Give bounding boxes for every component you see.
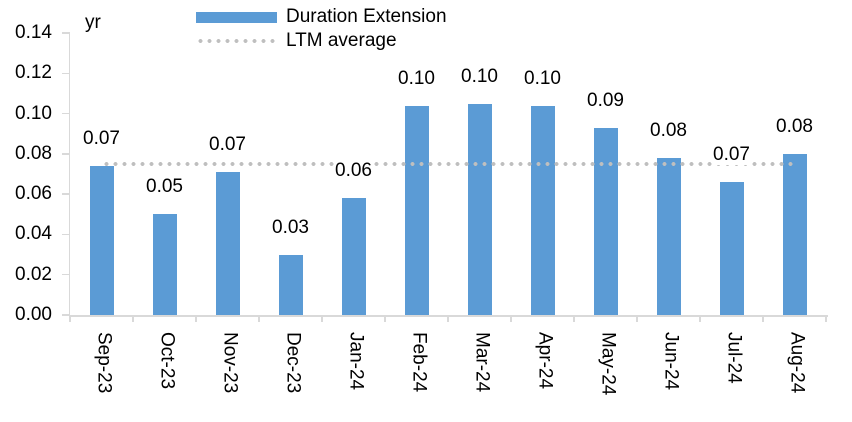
bar-value-label: 0.06 — [327, 160, 381, 182]
x-tick-label: Oct-23 — [156, 332, 178, 390]
ltm-average-line — [101, 161, 795, 166]
legend-item-ltm-average: LTM average — [196, 29, 447, 53]
bar-value-label: 0.07 — [201, 133, 255, 155]
y-tick — [62, 72, 70, 75]
y-axis-unit-label: yr — [85, 12, 101, 33]
bar-value-text: 0.08 — [649, 119, 688, 141]
x-tick-label: Sep-23 — [93, 332, 115, 394]
bar-value-label: 0.08 — [642, 119, 696, 141]
x-tick — [384, 317, 386, 322]
bar — [89, 165, 114, 315]
y-tick — [62, 233, 70, 236]
x-tick — [69, 317, 71, 322]
x-tick — [825, 317, 827, 322]
legend-bar-swatch-icon — [196, 11, 277, 23]
bar-value-text: 0.07 — [712, 144, 751, 166]
x-tick — [132, 317, 134, 322]
y-tick-label: 0.14 — [15, 22, 52, 43]
x-tick — [510, 317, 512, 322]
x-tick-label: Jan-24 — [345, 332, 367, 391]
bar-value-text: 0.07 — [82, 127, 121, 149]
y-tick-label: 0.00 — [15, 304, 52, 325]
bar — [278, 254, 303, 315]
bar-value-label: 0.03 — [264, 216, 318, 238]
x-tick — [762, 317, 764, 322]
x-tick-label: Feb-24 — [408, 332, 430, 393]
y-tick-label: 0.02 — [15, 263, 52, 285]
y-tick-label: 0.10 — [15, 102, 52, 124]
x-tick — [321, 317, 323, 322]
bar — [152, 214, 177, 315]
x-tick — [258, 317, 260, 322]
bar-value-text: 0.10 — [523, 67, 562, 89]
bar-value-label: 0.10 — [453, 65, 507, 87]
bar — [719, 182, 744, 315]
y-tick — [62, 153, 70, 155]
x-tick — [699, 317, 701, 322]
y-tick-label: 0.12 — [15, 62, 52, 84]
bar-value-label: 0.10 — [390, 67, 444, 89]
legend-item-duration-extension: Duration Extension — [196, 5, 447, 29]
x-axis-line — [68, 315, 828, 317]
x-tick — [447, 317, 449, 322]
bar-value-label: 0.10 — [516, 67, 570, 89]
bar-value-label: 0.07 — [75, 127, 129, 149]
bar — [656, 157, 681, 315]
bar-value-label: 0.08 — [768, 115, 822, 137]
bar — [593, 127, 618, 315]
x-tick — [636, 317, 638, 322]
bar — [404, 105, 429, 315]
x-tick-label: Jul-24 — [723, 332, 745, 384]
x-tick-label: Aug-24 — [786, 332, 808, 394]
bar-value-label: 0.07 — [705, 144, 759, 166]
legend-dotted-line-swatch-icon — [196, 39, 277, 43]
bar-value-text: 0.06 — [334, 160, 373, 182]
y-tick — [62, 314, 70, 316]
bar-value-label: 0.05 — [138, 176, 192, 198]
x-tick-label: Dec-23 — [282, 332, 304, 394]
legend: Duration Extension LTM average — [196, 5, 447, 53]
bar — [215, 171, 240, 315]
bar-value-label: 0.09 — [579, 89, 633, 111]
x-tick — [195, 317, 197, 322]
legend-label-duration-extension: Duration Extension — [286, 6, 447, 27]
x-tick — [573, 317, 575, 322]
x-tick-label: May-24 — [597, 332, 619, 396]
y-axis-line — [68, 33, 70, 317]
bar — [782, 153, 807, 315]
bar-value-text: 0.10 — [460, 65, 499, 87]
y-tick — [62, 112, 70, 115]
y-tick — [62, 193, 70, 195]
y-tick-label: 0.08 — [15, 142, 52, 164]
x-tick-label: Nov-23 — [219, 332, 241, 394]
x-tick-label: Jun-24 — [660, 332, 682, 391]
y-tick-label: 0.04 — [15, 223, 52, 245]
bar — [467, 103, 492, 315]
bar-value-text: 0.07 — [208, 133, 247, 155]
y-tick — [62, 273, 70, 276]
bar — [341, 198, 366, 315]
legend-label-ltm-average: LTM average — [286, 30, 397, 51]
bar-value-text: 0.09 — [586, 89, 625, 111]
y-tick — [62, 32, 70, 34]
y-tick-label: 0.06 — [15, 183, 52, 205]
bar-value-text: 0.03 — [271, 216, 310, 238]
bar-value-text: 0.10 — [397, 67, 436, 89]
x-tick-label: Apr-24 — [534, 332, 556, 390]
bar-value-text: 0.08 — [775, 115, 814, 137]
bar — [530, 105, 555, 315]
bar-value-text: 0.05 — [145, 176, 184, 198]
x-tick-label: Mar-24 — [471, 332, 493, 393]
